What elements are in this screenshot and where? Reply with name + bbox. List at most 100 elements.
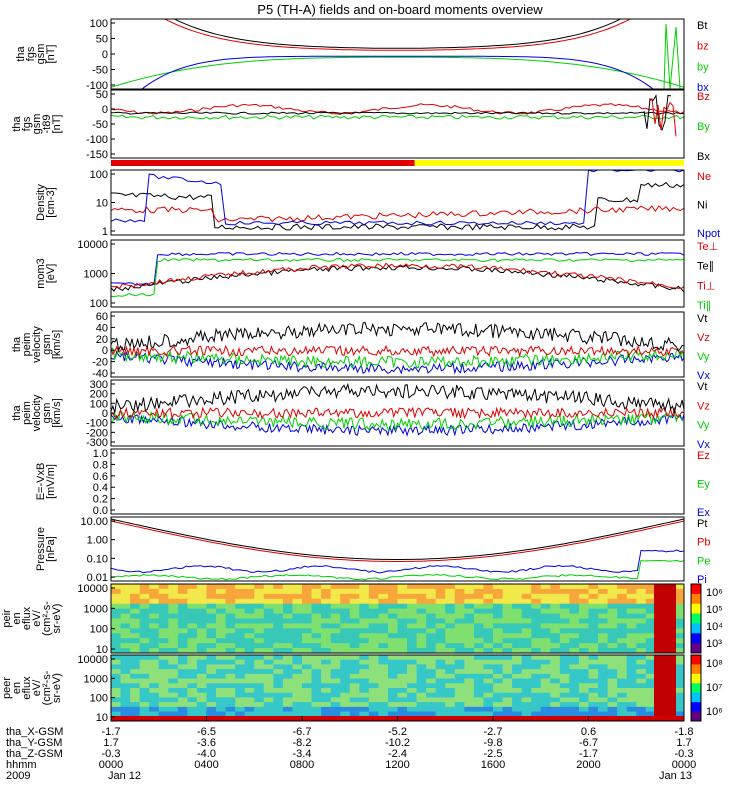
spectrogram-cell	[330, 618, 341, 624]
spectrogram-cell	[254, 655, 265, 661]
spectrogram-cell	[445, 598, 456, 605]
x-row-value: -3.4	[293, 748, 312, 760]
spectrogram-cell	[321, 711, 332, 717]
spectrogram-cell	[531, 669, 542, 675]
spectrogram-cell	[225, 688, 236, 694]
spectrogram-cell	[378, 697, 389, 703]
spectrogram-cell	[177, 623, 188, 629]
spectrogram-cell	[282, 669, 293, 675]
spectrogram-cell	[139, 643, 150, 649]
spectrogram-cell	[540, 706, 551, 713]
spectrogram-cell	[407, 643, 418, 649]
spectrogram-cell	[130, 659, 141, 665]
y-tick-label: 1000	[84, 673, 108, 685]
spectrogram-cell	[407, 697, 418, 703]
spectrogram-cell	[407, 618, 418, 624]
spectrogram-cell	[206, 618, 217, 624]
spectrogram-cell	[244, 598, 255, 605]
spectrogram-cell	[158, 593, 169, 600]
spectrogram-cell	[330, 628, 341, 634]
spectrogram-cell	[588, 711, 599, 717]
spectrogram-cell	[435, 688, 446, 694]
spectrogram-cell	[416, 623, 427, 629]
spectrogram-cell	[311, 659, 322, 665]
spectrogram-cell	[397, 692, 408, 698]
spectrogram-cell	[617, 618, 628, 624]
spectrogram-cell	[540, 643, 551, 649]
spectrogram-cell	[531, 673, 542, 680]
spectrogram-cell	[311, 697, 322, 703]
spectrogram-cell	[368, 711, 379, 717]
y-label-line: peim	[21, 401, 33, 425]
spectrogram-cell	[454, 678, 465, 684]
spectrogram-cell	[464, 593, 475, 600]
y-label-line: tha	[15, 45, 27, 61]
spectrogram-cell	[626, 633, 637, 639]
spectrogram-cell	[368, 673, 379, 680]
spectrogram-cell	[588, 659, 599, 665]
legend-Npot: Npot	[697, 228, 720, 240]
y-tick-label: 1.00	[87, 535, 108, 547]
spectrogram-cell	[111, 584, 122, 590]
y-tick-label: -20	[92, 357, 108, 369]
spectrogram-cell	[130, 673, 141, 680]
spectrogram-cell	[254, 673, 265, 680]
spectrogram-cell	[445, 588, 456, 595]
x-row-value: -2.7	[484, 726, 503, 738]
spectrogram-cell	[397, 623, 408, 629]
ne-line	[111, 205, 684, 223]
x-axis: tha_X-GSM -1.7 -6.5 -6.7 -5.2 -2.7 0.6 -1.8tha_…	[6, 716, 696, 782]
spectrogram-cell	[225, 618, 236, 624]
spectrogram-cell	[550, 648, 561, 653]
spectrogram-cell	[559, 702, 570, 708]
spectrogram-cell	[254, 613, 265, 619]
spectrogram-cell	[340, 613, 351, 619]
spectrogram-cell	[521, 628, 532, 634]
dby-line	[111, 114, 684, 120]
spectrogram-cell	[454, 673, 465, 680]
spectrogram-cell	[598, 643, 609, 649]
spectrogram-cell	[397, 664, 408, 670]
spectrogram-cell	[216, 688, 227, 694]
spectrogram-cell	[187, 628, 198, 634]
legend-Vz: Vz	[697, 400, 710, 412]
spectrogram-cell	[158, 613, 169, 619]
spectrogram-cell	[416, 648, 427, 653]
spectrogram-cell	[387, 683, 398, 689]
spectrogram-cell	[206, 702, 217, 708]
spectrogram-cell	[149, 613, 160, 619]
spectrogram-cell	[387, 613, 398, 619]
spectrogram-cell	[483, 633, 494, 639]
spectrogram-cell	[111, 669, 122, 675]
spectrogram-cell	[559, 588, 570, 595]
spectrogram-cell	[674, 664, 684, 670]
spectrogram-cell	[407, 588, 418, 595]
spectrogram-cell	[540, 659, 551, 665]
spectrogram-cell	[130, 706, 141, 713]
spectrogram-cell	[512, 608, 523, 615]
spectrogram-cell	[645, 623, 656, 629]
spectrogram-cell	[493, 706, 504, 713]
spectrogram-cell	[149, 664, 160, 670]
spectrogram-cell	[569, 711, 580, 717]
spectrogram-cell	[302, 669, 313, 675]
spectrogram-cell	[340, 669, 351, 675]
spectrogram-cell	[521, 618, 532, 624]
spectrogram-cell	[445, 633, 456, 639]
spectrogram-cell	[674, 584, 684, 590]
spectrogram-cell	[454, 588, 465, 595]
spectrogram-cell	[368, 643, 379, 649]
spectrogram-cell	[216, 692, 227, 698]
spectrogram-cell	[368, 628, 379, 634]
spectrogram-cell	[177, 692, 188, 698]
spectrogram-cell	[187, 706, 198, 713]
spectrogram-cell	[588, 593, 599, 600]
spectrogram-cell	[139, 673, 150, 680]
spectrogram-cell	[645, 633, 656, 639]
spectrogram-cell	[559, 598, 570, 605]
spectrogram-cell	[120, 633, 131, 639]
spectrogram-cell	[512, 706, 523, 713]
spectrogram-cell	[311, 683, 322, 689]
spectrogram-cell	[292, 678, 303, 684]
